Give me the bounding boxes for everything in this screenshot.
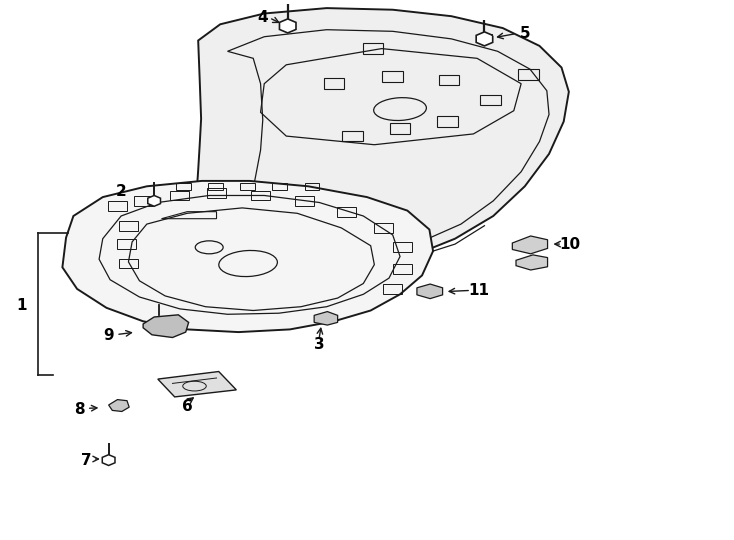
- Polygon shape: [280, 19, 296, 33]
- Text: 11: 11: [468, 283, 490, 298]
- Text: 2: 2: [116, 184, 126, 199]
- Polygon shape: [62, 181, 433, 332]
- Bar: [393, 242, 412, 252]
- Bar: [374, 223, 393, 233]
- Text: 10: 10: [559, 237, 581, 252]
- Bar: [337, 207, 356, 217]
- Bar: [108, 201, 127, 211]
- Bar: [518, 69, 539, 80]
- Text: 7: 7: [81, 453, 92, 468]
- Bar: [480, 94, 501, 105]
- Polygon shape: [197, 8, 569, 266]
- Bar: [207, 188, 226, 198]
- Bar: [439, 75, 459, 85]
- Bar: [241, 183, 255, 190]
- Bar: [117, 239, 136, 249]
- Bar: [134, 196, 153, 206]
- Bar: [119, 259, 138, 268]
- Text: 8: 8: [74, 402, 84, 417]
- Polygon shape: [102, 455, 115, 465]
- Polygon shape: [109, 400, 129, 411]
- Text: 1: 1: [17, 298, 27, 313]
- Bar: [251, 191, 270, 200]
- Bar: [390, 123, 410, 134]
- Bar: [176, 183, 191, 190]
- Bar: [363, 43, 383, 54]
- Bar: [272, 183, 287, 190]
- Text: 5: 5: [520, 26, 530, 41]
- Polygon shape: [516, 255, 548, 270]
- Bar: [382, 71, 403, 82]
- Bar: [393, 264, 412, 274]
- Text: 6: 6: [182, 399, 192, 414]
- Text: 3: 3: [314, 337, 324, 352]
- Polygon shape: [148, 195, 161, 206]
- Text: 9: 9: [103, 328, 114, 343]
- Bar: [170, 191, 189, 200]
- Bar: [208, 183, 223, 190]
- Polygon shape: [143, 315, 189, 338]
- Bar: [383, 284, 402, 294]
- Bar: [295, 196, 314, 206]
- Bar: [305, 183, 319, 190]
- Polygon shape: [417, 284, 443, 299]
- Polygon shape: [476, 32, 493, 46]
- Polygon shape: [512, 236, 548, 254]
- Text: 4: 4: [258, 10, 268, 25]
- Bar: [437, 116, 458, 127]
- Polygon shape: [158, 372, 236, 397]
- Bar: [342, 131, 363, 141]
- Polygon shape: [314, 312, 338, 325]
- Bar: [119, 221, 138, 231]
- Bar: [324, 78, 344, 89]
